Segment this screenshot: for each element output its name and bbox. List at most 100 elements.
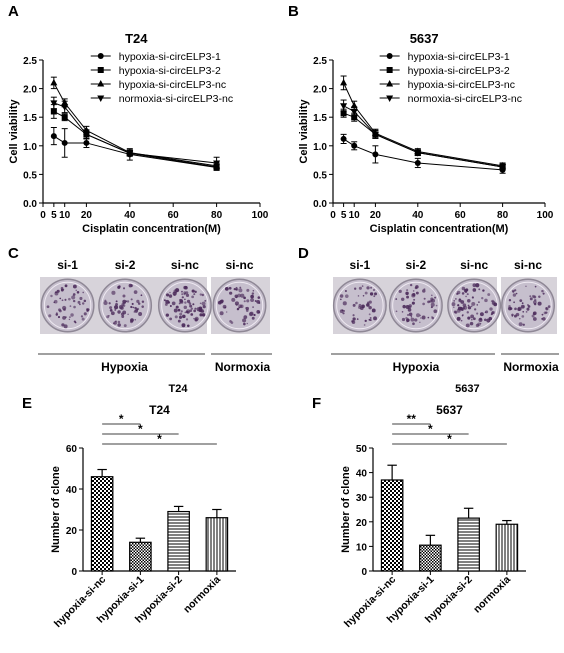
colony [458,298,462,303]
data-point [340,78,348,86]
colony [252,289,255,292]
dish-label: si-1 [350,258,371,272]
colony [519,299,523,303]
colony [114,305,119,310]
data-point [414,159,421,166]
colony [405,305,410,310]
colony [532,311,536,316]
culture-dish [40,278,95,333]
y-tick-label: 10 [356,542,368,553]
colony [58,308,62,312]
colony [542,292,545,295]
colony [168,294,173,298]
colony [427,316,430,319]
colony [225,311,228,313]
colony [358,303,362,307]
colony [430,306,433,309]
colony [243,315,248,319]
colony [125,300,128,303]
colony [50,294,53,298]
colony [433,309,438,314]
colony [174,315,178,319]
colony [373,295,376,298]
colony [484,298,488,303]
colony [514,314,517,318]
colony [473,317,476,321]
colony [63,308,66,311]
legend-entry: hypoxia-si-circELP3-nc [408,79,515,91]
colony [355,301,358,305]
colony [475,283,480,288]
bar [495,523,519,572]
y-tick-label: 0 [361,567,367,578]
colony [70,313,74,317]
colony [80,315,84,318]
dish-rim [450,281,498,330]
significance-label: * [428,422,433,436]
colony [513,301,515,304]
colony [491,311,494,315]
x-tick-label: 20 [370,210,382,221]
legend-marker [97,67,104,73]
colony [533,295,537,299]
colony-dishes-t24: si-1 si-2 si-nc si-nc Hypoxia Normoxia T24 [38,258,272,395]
chart-title: T24 [149,403,170,417]
colony [185,310,189,314]
legend-marker [97,95,105,102]
group-label-hypoxia: Hypoxia [393,360,440,374]
colony [517,307,521,312]
y-axis-label: Number of clone [340,466,352,553]
colony [467,306,472,310]
colony [340,298,342,301]
y-axis-label: Cell viability [8,99,20,164]
colony [466,311,469,314]
colony [461,286,466,291]
colony [242,318,247,323]
colony [199,293,203,296]
colony [534,285,537,288]
data-point [61,114,68,121]
colony [256,299,261,304]
significance-label: * [157,432,162,446]
panel-label-e: E [22,395,32,412]
cell-line-label: 5637 [455,383,479,395]
y-tick-label: 2.0 [313,85,327,96]
colony [228,286,232,290]
colony [453,306,455,308]
x-tick-label: 20 [81,210,93,221]
colony [344,290,347,293]
colony [79,296,83,301]
colony [62,315,66,320]
colony [480,318,482,321]
colony [470,305,473,308]
colony [181,296,184,299]
data-point [499,164,507,171]
colony [165,313,169,317]
colony [351,320,354,323]
colony [64,298,67,301]
dish-label: si-nc [514,258,542,272]
colony [169,317,173,321]
colony [184,301,187,304]
colony [110,311,115,316]
colony [55,312,58,315]
colony [339,309,344,314]
colony [370,286,373,289]
colony [537,301,542,306]
colony [486,318,491,323]
bar [205,517,229,572]
colony [412,322,415,326]
y-tick-label: 60 [66,444,78,455]
colony [165,293,170,297]
colony [123,324,127,328]
colony [169,304,172,308]
data-point [82,131,90,139]
colony [123,287,126,290]
colony [460,319,463,322]
colony [137,302,141,305]
colony [243,300,246,303]
colony [414,286,418,290]
series-line [53,102,217,164]
colony [235,296,238,299]
colony-dishes-5637: si-1 si-2 si-nc si-nc Hypoxia Normoxia 5637 [331,258,559,395]
